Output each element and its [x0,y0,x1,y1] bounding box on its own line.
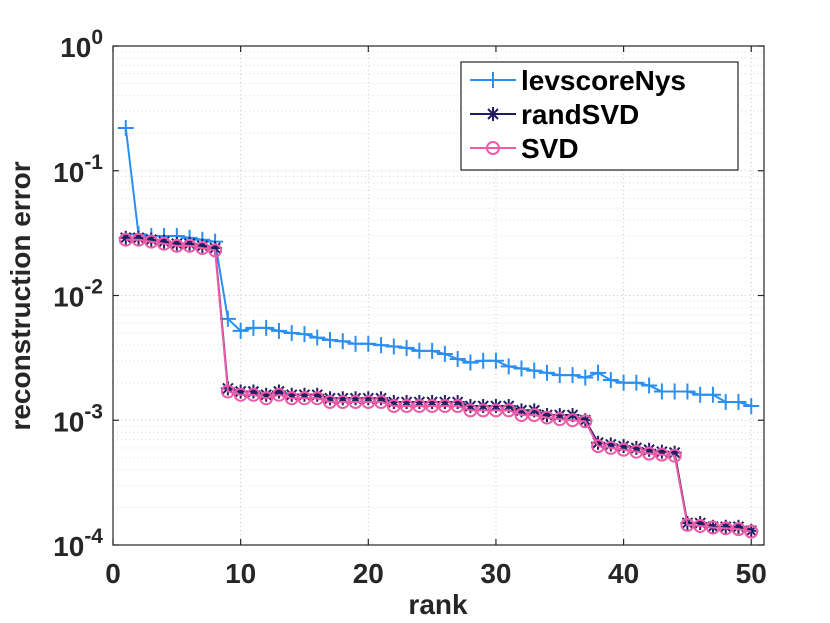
x-tick-label: 20 [353,558,384,589]
data-point [578,414,593,429]
legend-label: levscoreNys [521,65,686,96]
data-point [513,360,530,377]
x-tick-label: 0 [105,558,121,589]
data-point [577,369,594,386]
data-point [602,372,619,389]
data-point [322,331,338,348]
data-point [616,442,631,457]
data-point [450,399,465,414]
data-point [208,243,223,258]
data-point [283,325,300,342]
legend-marker [486,141,500,155]
data-point [232,322,249,339]
data-point [667,448,682,463]
data-point [501,403,516,418]
data-point [436,345,453,362]
data-point [385,338,402,355]
data-point [679,383,696,400]
series-SVD [118,232,759,539]
axis-ticks: 0 10 20 30 40 50 100 10-1 10-2 10-3 10-4 [53,26,767,589]
data-point [182,238,197,253]
y-tick-label: 100 [60,26,103,63]
data-point [628,374,645,391]
data-point [462,354,479,371]
data-point [704,386,721,403]
x-tick-label: 10 [225,558,256,589]
data-point [564,367,581,384]
legend-entry: SVD [470,133,579,164]
legend-marker [486,107,500,121]
data-point [744,524,759,539]
data-point [258,319,275,336]
x-axis-label: rank [408,589,468,620]
y-tick-label: 10-1 [53,151,103,188]
data-point [500,358,517,375]
legend-label: randSVD [521,99,639,130]
data-point [730,394,747,411]
data-point [259,391,274,406]
y-axis-label: reconstruction error [5,161,36,430]
legend-entry: levscoreNys [470,65,686,96]
data-point [117,120,134,137]
data-point [296,326,313,343]
data-point [641,377,658,394]
series-levscoreNys [117,120,760,415]
data-point [424,342,441,359]
data-point [157,236,172,251]
grid [113,46,764,545]
data-point [449,350,466,367]
y-tick-label: 10-3 [53,400,103,437]
data-point [629,444,644,459]
data-point [271,387,286,402]
y-tick-label: 10-4 [53,525,103,562]
x-tick-label: 40 [608,558,639,589]
data-point [374,395,389,410]
data-point [360,335,377,352]
data-point [144,234,159,249]
data-point [334,333,351,350]
series-layer [117,120,760,539]
data-point [590,364,607,381]
data-point [539,364,555,381]
legend-entry: randSVD [470,99,639,130]
data-point [195,241,210,256]
legend-marker [485,72,501,88]
data-point [270,322,287,339]
x-tick-label: 30 [480,558,511,589]
data-point [743,398,760,415]
data-point [131,232,146,247]
x-tick-label: 50 [736,558,767,589]
data-point [603,440,618,455]
data-point [526,362,543,379]
data-point [398,339,415,356]
data-point [220,384,235,399]
legend-label: SVD [521,133,579,164]
y-tick-label: 10-2 [53,276,103,313]
data-point [527,408,542,423]
data-point [487,352,504,369]
data-point [309,329,326,346]
data-point [246,387,261,402]
data-point [731,522,746,537]
data-point [373,337,390,354]
data-point [310,391,325,406]
